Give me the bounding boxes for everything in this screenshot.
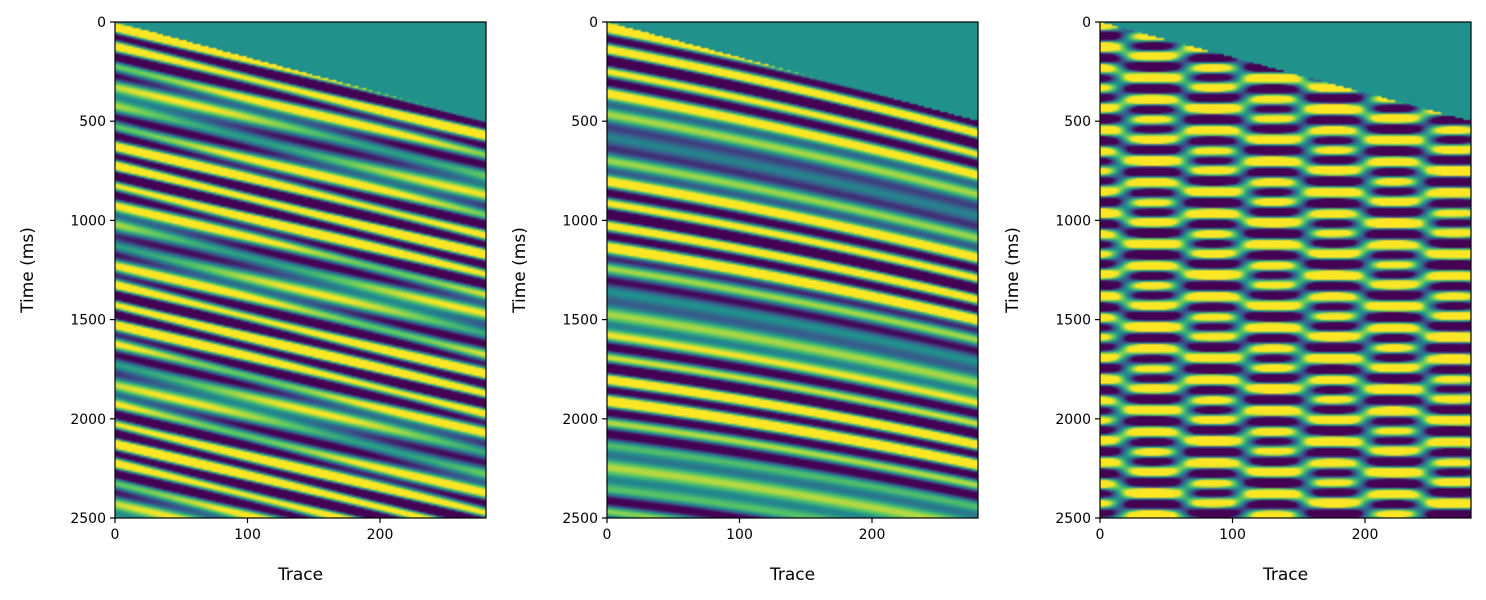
y-tick-label: 1500 bbox=[70, 313, 106, 329]
x-tick-label: 100 bbox=[234, 527, 261, 543]
y-tick-label: 1000 bbox=[562, 213, 598, 229]
x-axis-label: Trace bbox=[277, 565, 323, 585]
seismic-image bbox=[115, 22, 486, 518]
seismic-image bbox=[1100, 22, 1471, 518]
y-tick-label: 500 bbox=[1064, 114, 1091, 130]
x-tick-label: 0 bbox=[1096, 527, 1105, 543]
y-tick-label: 1500 bbox=[1055, 313, 1091, 329]
x-tick-label: 100 bbox=[1219, 527, 1246, 543]
y-tick-label: 1500 bbox=[562, 313, 598, 329]
y-tick-label: 500 bbox=[79, 114, 106, 130]
plot-frame bbox=[1099, 21, 1472, 519]
x-tick-label: 100 bbox=[726, 527, 753, 543]
seismic-image bbox=[607, 22, 978, 518]
x-axis-label: Trace bbox=[1262, 565, 1308, 585]
y-tick-label: 0 bbox=[97, 15, 106, 31]
x-axis-label: Trace bbox=[769, 565, 815, 585]
y-tick-label: 2000 bbox=[562, 412, 598, 428]
x-tick-label: 200 bbox=[859, 527, 886, 543]
y-axis-label: Time (ms) bbox=[18, 227, 38, 314]
y-tick-label: 2000 bbox=[70, 412, 106, 428]
y-tick-label: 2000 bbox=[1055, 412, 1091, 428]
plot-frame bbox=[606, 21, 979, 519]
plot-frame bbox=[114, 21, 487, 519]
y-tick-label: 1000 bbox=[1055, 213, 1091, 229]
x-tick-label: 0 bbox=[111, 527, 120, 543]
x-tick-label: 200 bbox=[1352, 527, 1379, 543]
x-tick-label: 200 bbox=[367, 527, 394, 543]
y-tick-label: 0 bbox=[589, 15, 598, 31]
x-tick-label: 0 bbox=[603, 527, 612, 543]
y-tick-label: 0 bbox=[1082, 15, 1091, 31]
y-tick-label: 2500 bbox=[70, 511, 106, 527]
y-axis-label: Time (ms) bbox=[510, 227, 530, 314]
y-tick-label: 2500 bbox=[562, 511, 598, 527]
y-tick-label: 1000 bbox=[70, 213, 106, 229]
y-axis-label: Time (ms) bbox=[1003, 227, 1023, 314]
y-tick-label: 500 bbox=[571, 114, 598, 130]
y-tick-label: 2500 bbox=[1055, 511, 1091, 527]
